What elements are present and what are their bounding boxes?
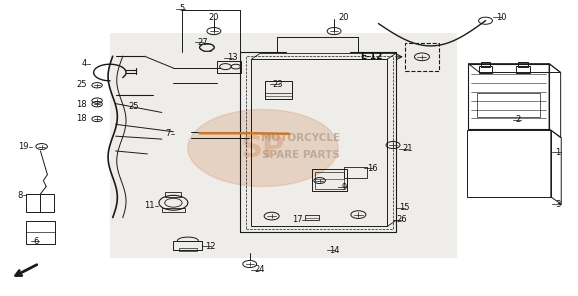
Bar bbox=[405, 43, 439, 71]
Bar bbox=[479, 66, 492, 73]
Bar bbox=[162, 208, 185, 212]
Text: 17: 17 bbox=[292, 215, 302, 224]
Bar bbox=[173, 241, 202, 250]
Text: 20: 20 bbox=[339, 13, 349, 22]
Bar bbox=[477, 93, 540, 117]
Text: 23: 23 bbox=[273, 80, 283, 89]
Text: 27: 27 bbox=[198, 38, 208, 46]
Circle shape bbox=[188, 110, 338, 186]
Bar bbox=[110, 33, 457, 258]
Text: 4: 4 bbox=[81, 59, 87, 68]
Bar bbox=[217, 61, 241, 73]
Bar bbox=[179, 248, 197, 251]
Text: 2: 2 bbox=[516, 115, 521, 124]
Text: SP: SP bbox=[241, 133, 285, 163]
Text: 10: 10 bbox=[496, 13, 506, 22]
Bar bbox=[305, 215, 319, 220]
Text: 13: 13 bbox=[227, 53, 238, 62]
Text: 26: 26 bbox=[396, 215, 406, 224]
Text: 6: 6 bbox=[34, 237, 39, 246]
Bar bbox=[467, 130, 551, 197]
Bar bbox=[468, 64, 549, 129]
Text: 25: 25 bbox=[76, 80, 87, 89]
Bar bbox=[246, 56, 393, 229]
Text: 19: 19 bbox=[18, 142, 29, 151]
Text: 20: 20 bbox=[208, 13, 218, 22]
Text: 16: 16 bbox=[367, 164, 377, 173]
Bar bbox=[251, 59, 387, 226]
Bar bbox=[344, 167, 367, 178]
Bar bbox=[481, 62, 490, 67]
Text: 25: 25 bbox=[128, 102, 139, 111]
Text: SPARE PARTS: SPARE PARTS bbox=[262, 150, 339, 160]
Text: MOTORCYCLE: MOTORCYCLE bbox=[261, 133, 340, 143]
Bar bbox=[518, 62, 528, 67]
Bar bbox=[312, 169, 347, 191]
Bar bbox=[26, 221, 55, 244]
Text: 5: 5 bbox=[179, 4, 184, 13]
Text: 11: 11 bbox=[144, 201, 155, 210]
Text: 7: 7 bbox=[166, 129, 171, 138]
Text: 8: 8 bbox=[18, 191, 23, 200]
Text: 18: 18 bbox=[76, 100, 87, 109]
Text: 21: 21 bbox=[402, 144, 413, 153]
Text: 14: 14 bbox=[329, 246, 340, 255]
Bar bbox=[26, 194, 54, 212]
Text: 24: 24 bbox=[254, 266, 265, 274]
Text: 9: 9 bbox=[341, 183, 346, 192]
Text: 18: 18 bbox=[76, 114, 87, 123]
Bar bbox=[265, 81, 292, 99]
Text: 12: 12 bbox=[205, 242, 216, 251]
Text: 15: 15 bbox=[399, 203, 409, 212]
Text: 1: 1 bbox=[555, 148, 560, 157]
Bar bbox=[516, 66, 530, 73]
Text: E-12: E-12 bbox=[360, 52, 383, 61]
Bar bbox=[315, 172, 344, 189]
Bar bbox=[165, 192, 181, 197]
Text: 3: 3 bbox=[555, 200, 560, 209]
